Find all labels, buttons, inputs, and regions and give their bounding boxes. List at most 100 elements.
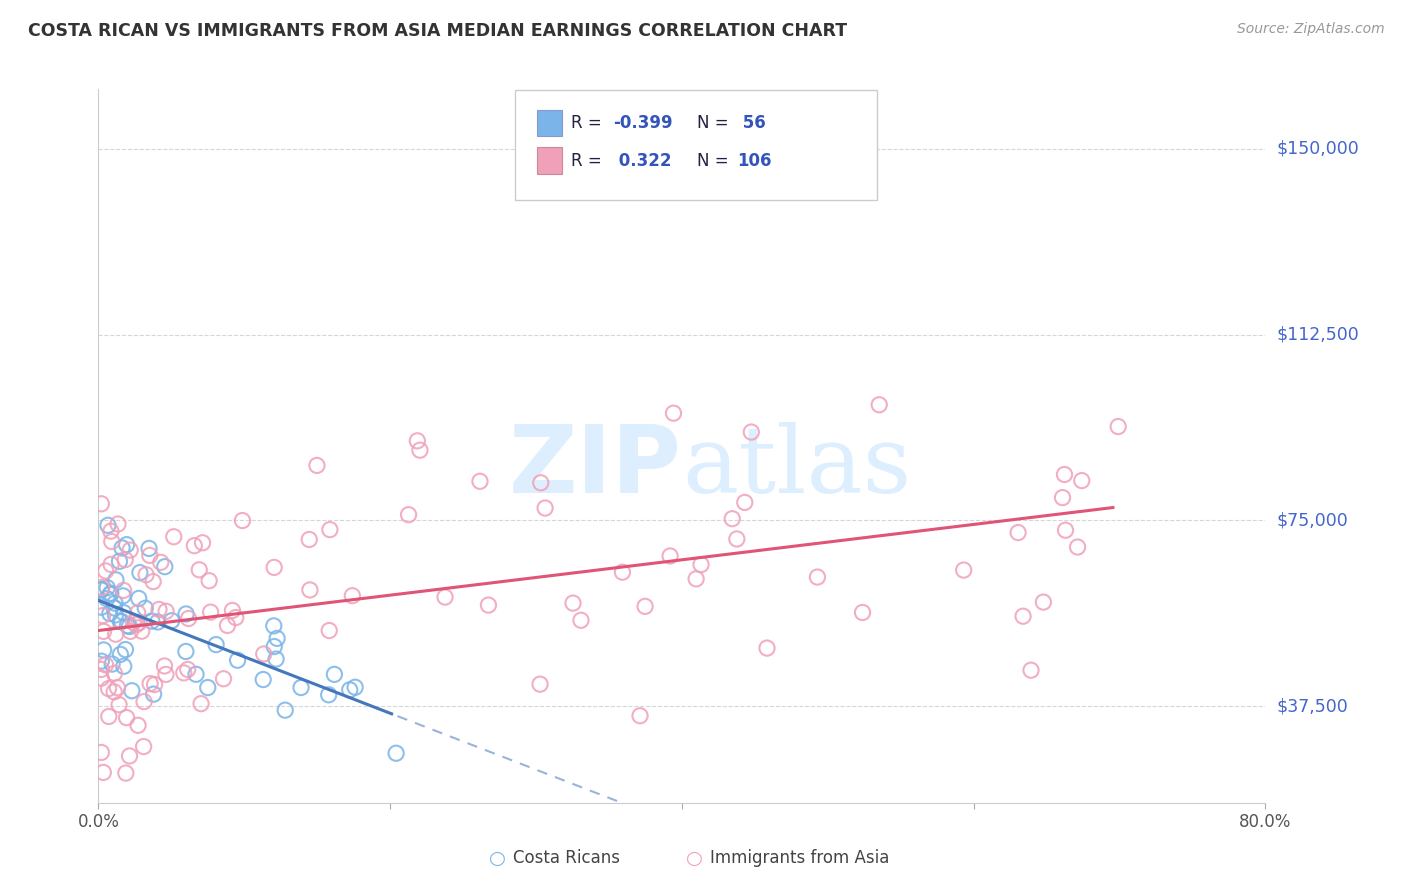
- Point: [134, 601, 156, 615]
- Point: [226, 653, 249, 667]
- Point: [305, 458, 328, 473]
- Point: [93, 643, 115, 657]
- Point: [253, 647, 276, 661]
- Point: [120, 624, 142, 639]
- Text: 106: 106: [737, 152, 772, 169]
- Point: [132, 695, 155, 709]
- Point: [468, 475, 491, 489]
- Text: Costa Ricans: Costa Ricans: [513, 849, 620, 867]
- Point: [104, 573, 127, 587]
- Point: [131, 624, 153, 639]
- Point: [409, 443, 432, 458]
- Text: 56: 56: [737, 114, 765, 132]
- Point: [318, 624, 340, 638]
- Text: Source: ZipAtlas.com: Source: ZipAtlas.com: [1237, 22, 1385, 37]
- Point: [97, 709, 120, 723]
- Point: [117, 618, 139, 632]
- Point: [132, 739, 155, 754]
- Point: [112, 583, 135, 598]
- Point: [298, 582, 321, 597]
- Point: [94, 657, 117, 672]
- Point: [90, 654, 112, 668]
- Point: [1012, 609, 1035, 624]
- Point: [868, 398, 890, 412]
- Point: [97, 518, 120, 533]
- Point: [200, 605, 222, 619]
- Point: [100, 558, 122, 572]
- Point: [1032, 595, 1054, 609]
- Point: [198, 574, 221, 588]
- Point: [118, 619, 141, 633]
- Point: [212, 672, 235, 686]
- Point: [112, 659, 135, 673]
- Text: ○: ○: [489, 848, 506, 868]
- Text: N =: N =: [697, 114, 734, 132]
- Point: [318, 688, 340, 702]
- Point: [477, 598, 499, 612]
- Text: Immigrants from Asia: Immigrants from Asia: [710, 849, 890, 867]
- Text: ZIP: ZIP: [509, 421, 682, 514]
- Point: [111, 541, 134, 555]
- Point: [231, 514, 253, 528]
- Point: [139, 676, 162, 690]
- Point: [1053, 467, 1076, 482]
- Point: [197, 681, 219, 695]
- Point: [108, 554, 131, 568]
- Point: [118, 749, 141, 764]
- Point: [163, 530, 186, 544]
- Point: [530, 475, 553, 490]
- Point: [339, 682, 361, 697]
- Point: [290, 681, 312, 695]
- Point: [121, 683, 143, 698]
- Point: [851, 606, 873, 620]
- Point: [174, 644, 197, 658]
- Point: [112, 589, 135, 603]
- Point: [100, 586, 122, 600]
- Point: [756, 641, 779, 656]
- Point: [177, 611, 200, 625]
- Point: [1107, 419, 1129, 434]
- Text: $112,500: $112,500: [1277, 326, 1360, 343]
- Point: [98, 587, 121, 601]
- Point: [344, 680, 367, 694]
- Point: [110, 615, 132, 629]
- Point: [128, 566, 150, 580]
- Point: [135, 567, 157, 582]
- Point: [721, 511, 744, 525]
- Point: [153, 559, 176, 574]
- Point: [120, 543, 142, 558]
- Point: [149, 555, 172, 569]
- Point: [104, 596, 127, 610]
- Point: [342, 589, 364, 603]
- Point: [1052, 491, 1074, 505]
- Point: [190, 697, 212, 711]
- Point: [146, 615, 169, 629]
- Point: [385, 746, 408, 760]
- Point: [263, 619, 285, 633]
- Point: [127, 606, 149, 620]
- Text: ○: ○: [686, 848, 703, 868]
- Point: [96, 591, 118, 606]
- Point: [91, 608, 114, 623]
- Point: [139, 549, 162, 563]
- Point: [103, 685, 125, 699]
- Point: [125, 617, 148, 632]
- Point: [96, 581, 118, 595]
- Point: [184, 667, 207, 681]
- Point: [205, 638, 228, 652]
- Point: [114, 642, 136, 657]
- Point: [155, 604, 177, 618]
- Point: [398, 508, 420, 522]
- Point: [103, 666, 125, 681]
- Point: [274, 703, 297, 717]
- Text: 0.322: 0.322: [613, 152, 672, 169]
- Point: [90, 600, 112, 615]
- Point: [90, 662, 112, 676]
- Point: [91, 765, 114, 780]
- Point: [174, 607, 197, 621]
- Point: [108, 698, 131, 712]
- Point: [612, 565, 634, 579]
- Point: [93, 624, 115, 639]
- Point: [155, 667, 177, 681]
- Text: $37,500: $37,500: [1277, 698, 1348, 715]
